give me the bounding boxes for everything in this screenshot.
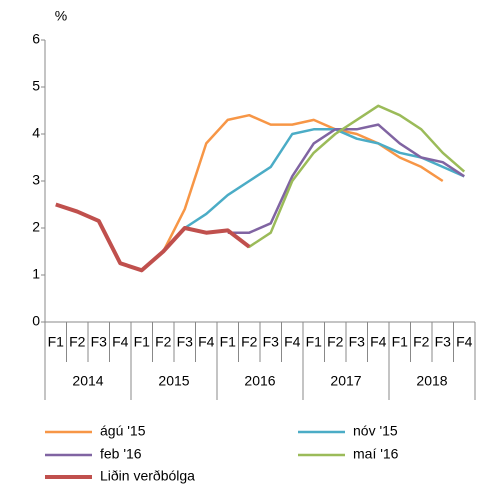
- x-tick-label: F2: [327, 334, 344, 350]
- x-group-label: 2016: [244, 373, 275, 389]
- x-tick-label: F4: [284, 334, 301, 350]
- y-tick-label: 0: [32, 313, 40, 329]
- x-tick-label: F4: [370, 334, 387, 350]
- legend-label: feb '16: [100, 446, 142, 462]
- y-tick-label: 6: [32, 31, 40, 47]
- y-tick-label: 1: [32, 266, 40, 282]
- x-group-label: 2018: [416, 373, 447, 389]
- legend-label: nóv '15: [353, 423, 398, 439]
- x-tick-label: F2: [155, 334, 172, 350]
- x-tick-label: F2: [413, 334, 430, 350]
- line-series: [227, 123, 465, 234]
- x-tick-label: F4: [456, 334, 473, 350]
- legend-label: maí '16: [353, 446, 399, 462]
- x-tick-label: F4: [198, 334, 215, 350]
- legend-label: ágú '15: [100, 423, 146, 439]
- x-tick-label: F3: [263, 334, 280, 350]
- x-tick-label: F1: [392, 334, 409, 350]
- x-tick-label: F1: [134, 334, 151, 350]
- line-series: [226, 104, 466, 249]
- line-series: [55, 202, 251, 273]
- x-group-label: 2015: [158, 373, 189, 389]
- line-series: [184, 128, 465, 230]
- y-axis-label: %: [55, 8, 67, 24]
- legend-label: Liðin verðbólga: [100, 468, 195, 484]
- x-group-label: 2014: [72, 373, 103, 389]
- x-tick-label: F4: [112, 334, 129, 350]
- x-tick-label: F3: [177, 334, 194, 350]
- y-tick-label: 2: [32, 219, 40, 235]
- x-tick-label: F3: [435, 334, 452, 350]
- x-tick-label: F2: [69, 334, 86, 350]
- x-tick-label: F3: [349, 334, 366, 350]
- x-tick-label: F3: [91, 334, 108, 350]
- x-tick-label: F2: [241, 334, 258, 350]
- x-tick-label: F1: [220, 334, 237, 350]
- x-tick-label: F1: [306, 334, 323, 350]
- x-tick-label: F1: [48, 334, 65, 350]
- y-tick-label: 4: [32, 125, 40, 141]
- line-series: [162, 113, 444, 253]
- y-tick-label: 3: [32, 172, 40, 188]
- x-group-label: 2017: [330, 373, 361, 389]
- y-tick-label: 5: [32, 78, 40, 94]
